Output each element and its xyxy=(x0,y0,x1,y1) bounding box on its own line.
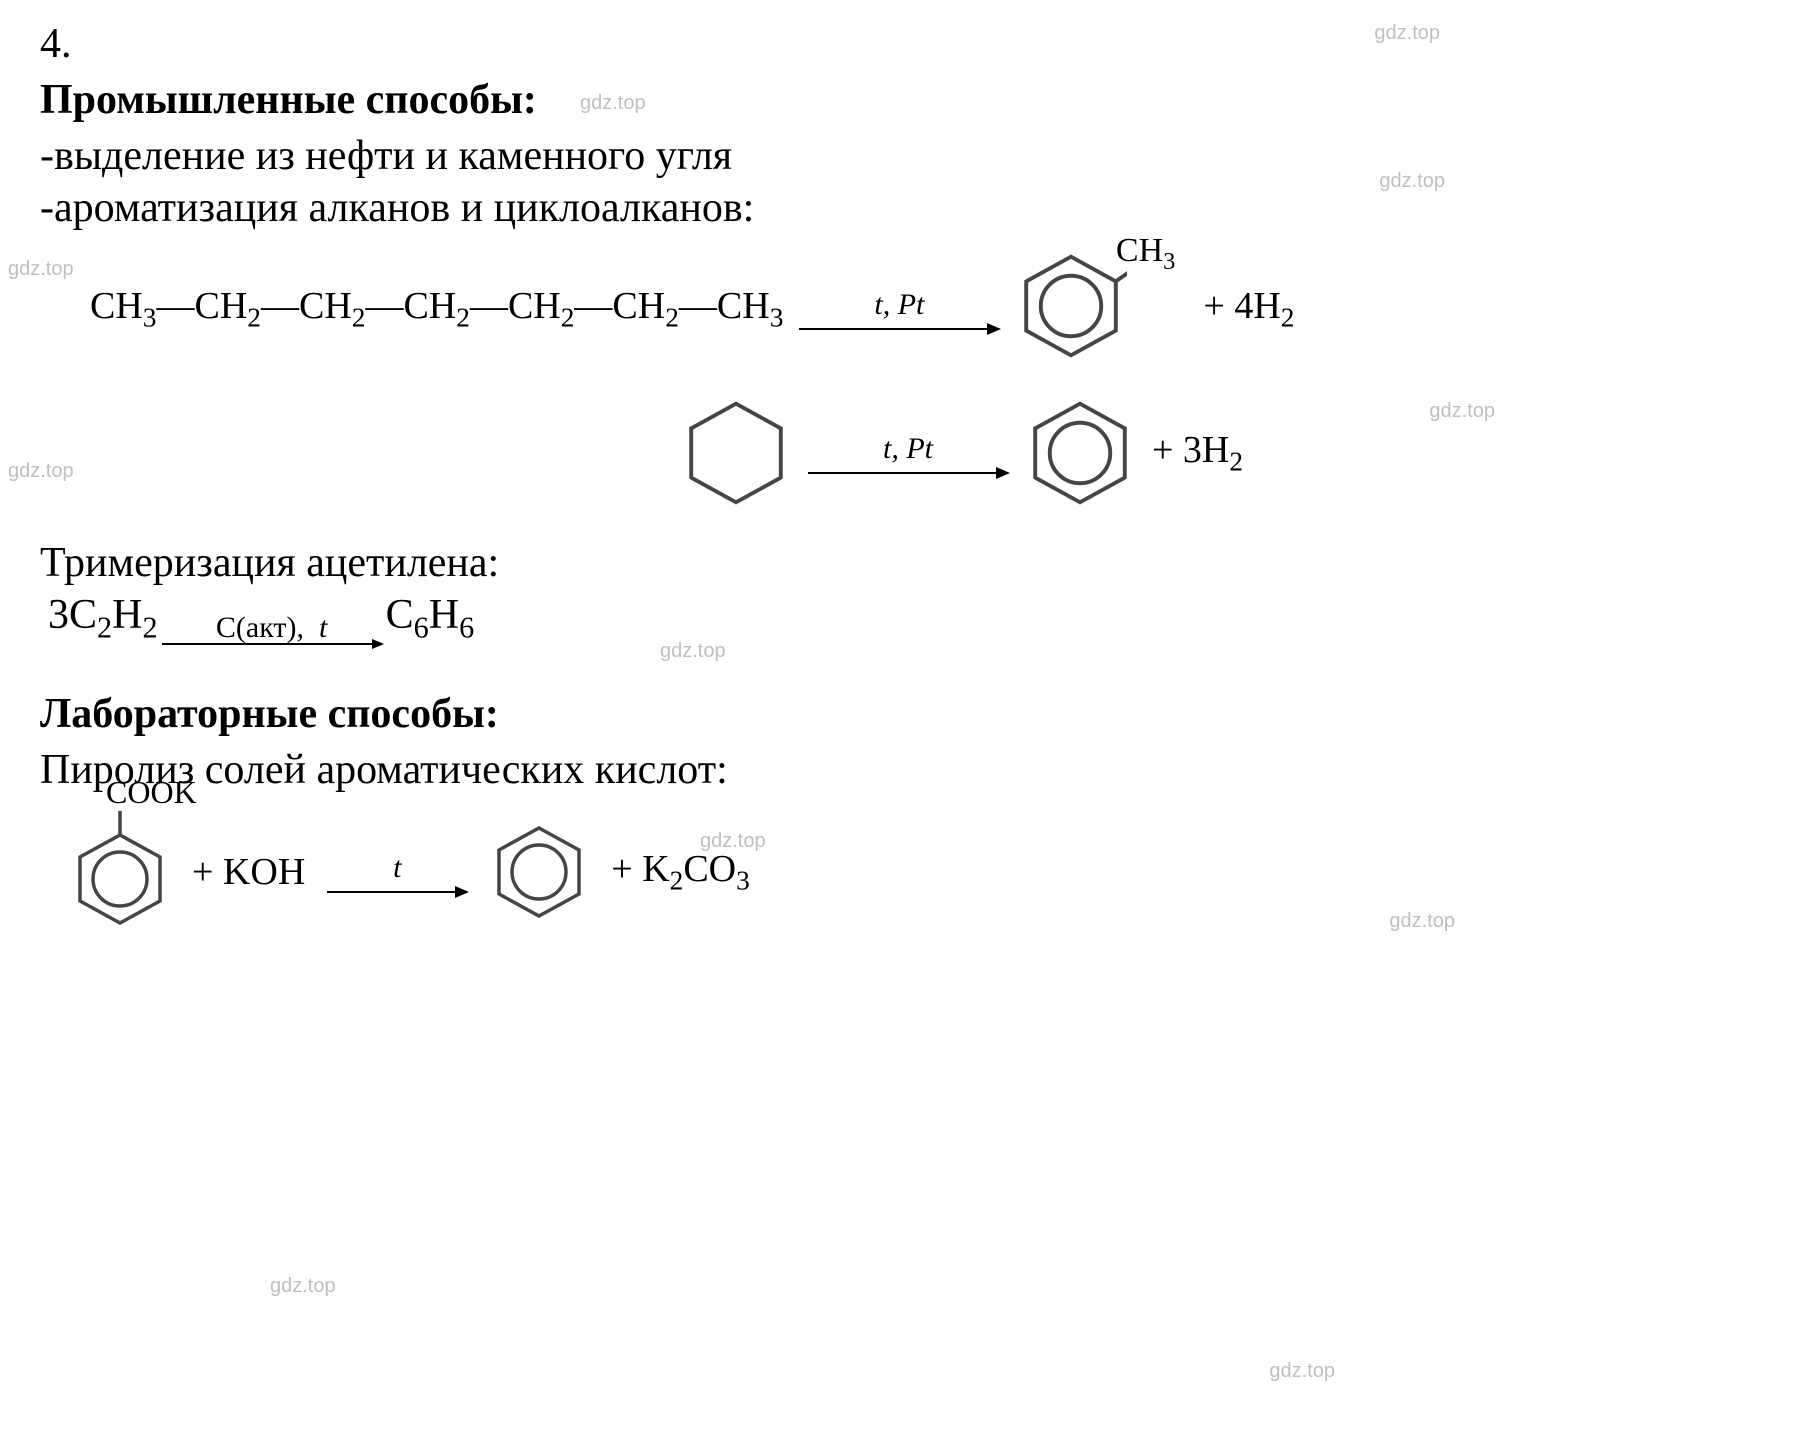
arrow-conditions: t, Pt xyxy=(883,432,933,466)
reaction-arrow: t, Pt xyxy=(799,288,999,330)
watermark: gdz.top xyxy=(8,460,74,483)
reaction-arrow: t, Pt xyxy=(808,432,1008,474)
reactant-koh: + KOH xyxy=(192,850,305,894)
heading-industrial: Промышленные способы: xyxy=(40,76,1780,124)
benzene-ring-icon xyxy=(1015,250,1127,362)
heading-laboratory: Лабораторные способы: xyxy=(40,690,1780,738)
arrow-icon xyxy=(808,472,1008,474)
watermark: gdz.top xyxy=(270,1275,336,1298)
line-trimerization: Тримеризация ацетилена: xyxy=(40,539,1780,587)
arrow-conditions: C(акт), t xyxy=(216,613,327,643)
line-extraction: -выделение из нефти и каменного угля xyxy=(40,132,1780,180)
watermark: gdz.top xyxy=(8,258,74,281)
line-aromatization: -ароматизация алканов и циклоалканов: xyxy=(40,184,1780,232)
arrow-conditions: t xyxy=(393,851,401,885)
benzene-ring-icon xyxy=(70,809,170,929)
arrow-conditions: t, Pt xyxy=(874,288,924,322)
watermark: gdz.top xyxy=(1374,22,1440,45)
watermark: gdz.top xyxy=(580,92,646,115)
line-pyrolysis: Пиролиз солей ароматических кислот: xyxy=(40,746,1780,794)
benzoate-structure: COOK xyxy=(70,809,170,934)
reaction-benzoate-pyrolysis: COOK + KOH t + K2CO3 xyxy=(70,809,1780,934)
byproduct-k2co3: + K2CO3 xyxy=(611,847,750,897)
toluene-structure: CH3 xyxy=(1015,250,1127,367)
arrow-icon xyxy=(327,891,467,893)
watermark: gdz.top xyxy=(1429,400,1495,423)
watermark: gdz.top xyxy=(1269,1360,1335,1383)
watermark: gdz.top xyxy=(660,640,726,663)
product-benzene-formula: C6H6 xyxy=(386,591,475,645)
watermark: gdz.top xyxy=(700,830,766,853)
byproduct-h2: + 3H2 xyxy=(1152,428,1243,478)
reactant-acetylene: 3C2H2 xyxy=(48,591,158,645)
reaction-arrow: t xyxy=(327,851,467,893)
methyl-group: CH3 xyxy=(1116,232,1175,276)
reaction-arrow: C(акт), t xyxy=(162,613,382,645)
arrow-icon xyxy=(799,328,999,330)
item-number: 4. xyxy=(40,20,1780,68)
arrow-icon xyxy=(162,643,382,645)
reaction-cyclohexane-benzene: t, Pt + 3H2 xyxy=(680,397,1780,509)
benzene-ring-icon xyxy=(1024,397,1136,509)
cook-group: COOK xyxy=(106,774,197,811)
cyclohexane-icon xyxy=(680,397,792,509)
watermark: gdz.top xyxy=(1379,170,1445,193)
benzene-ring-icon xyxy=(489,822,589,922)
byproduct-h2: + 4H2 xyxy=(1203,284,1294,334)
watermark: gdz.top xyxy=(1389,910,1455,933)
heptane-formula: CH3—CH2—CH2—CH2—CH2—CH2—CH3 xyxy=(90,284,783,334)
reaction-acetylene-trimerization: 3C2H2 C(акт), t C6H6 xyxy=(48,591,1780,645)
reaction-heptane-toluene: CH3—CH2—CH2—CH2—CH2—CH2—CH3 t, Pt CH3 + … xyxy=(90,250,1780,367)
